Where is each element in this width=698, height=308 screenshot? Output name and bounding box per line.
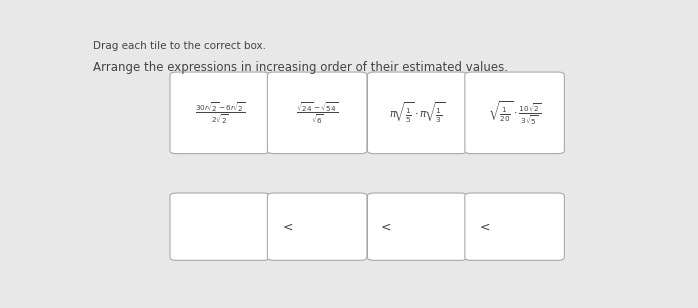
- FancyBboxPatch shape: [367, 193, 467, 260]
- FancyBboxPatch shape: [367, 72, 467, 154]
- Text: Arrange the expressions in increasing order of their estimated values.: Arrange the expressions in increasing or…: [93, 61, 507, 74]
- FancyBboxPatch shape: [170, 72, 269, 154]
- FancyBboxPatch shape: [267, 72, 367, 154]
- Text: $\pi\!\sqrt{\frac{1}{5}}\cdot\pi\!\sqrt{\frac{1}{3}}$: $\pi\!\sqrt{\frac{1}{5}}\cdot\pi\!\sqrt{…: [389, 100, 445, 125]
- Text: $\sqrt{\frac{1}{20}}\cdot\frac{10\sqrt{2}}{3\sqrt{5}}$: $\sqrt{\frac{1}{20}}\cdot\frac{10\sqrt{2…: [488, 99, 541, 127]
- FancyBboxPatch shape: [267, 193, 367, 260]
- Text: <: <: [380, 220, 391, 233]
- Text: $\frac{\sqrt{24}-\sqrt{54}}{\sqrt{6}}$: $\frac{\sqrt{24}-\sqrt{54}}{\sqrt{6}}$: [296, 100, 339, 126]
- FancyBboxPatch shape: [465, 193, 565, 260]
- Text: <: <: [480, 220, 490, 233]
- FancyBboxPatch shape: [170, 193, 269, 260]
- Text: Drag each tile to the correct box.: Drag each tile to the correct box.: [93, 41, 266, 51]
- Text: $\frac{30r\!\sqrt{2}-6r\!\sqrt{2}}{2\sqrt{2}}$: $\frac{30r\!\sqrt{2}-6r\!\sqrt{2}}{2\sqr…: [195, 100, 245, 126]
- Text: <: <: [282, 220, 292, 233]
- FancyBboxPatch shape: [465, 72, 565, 154]
